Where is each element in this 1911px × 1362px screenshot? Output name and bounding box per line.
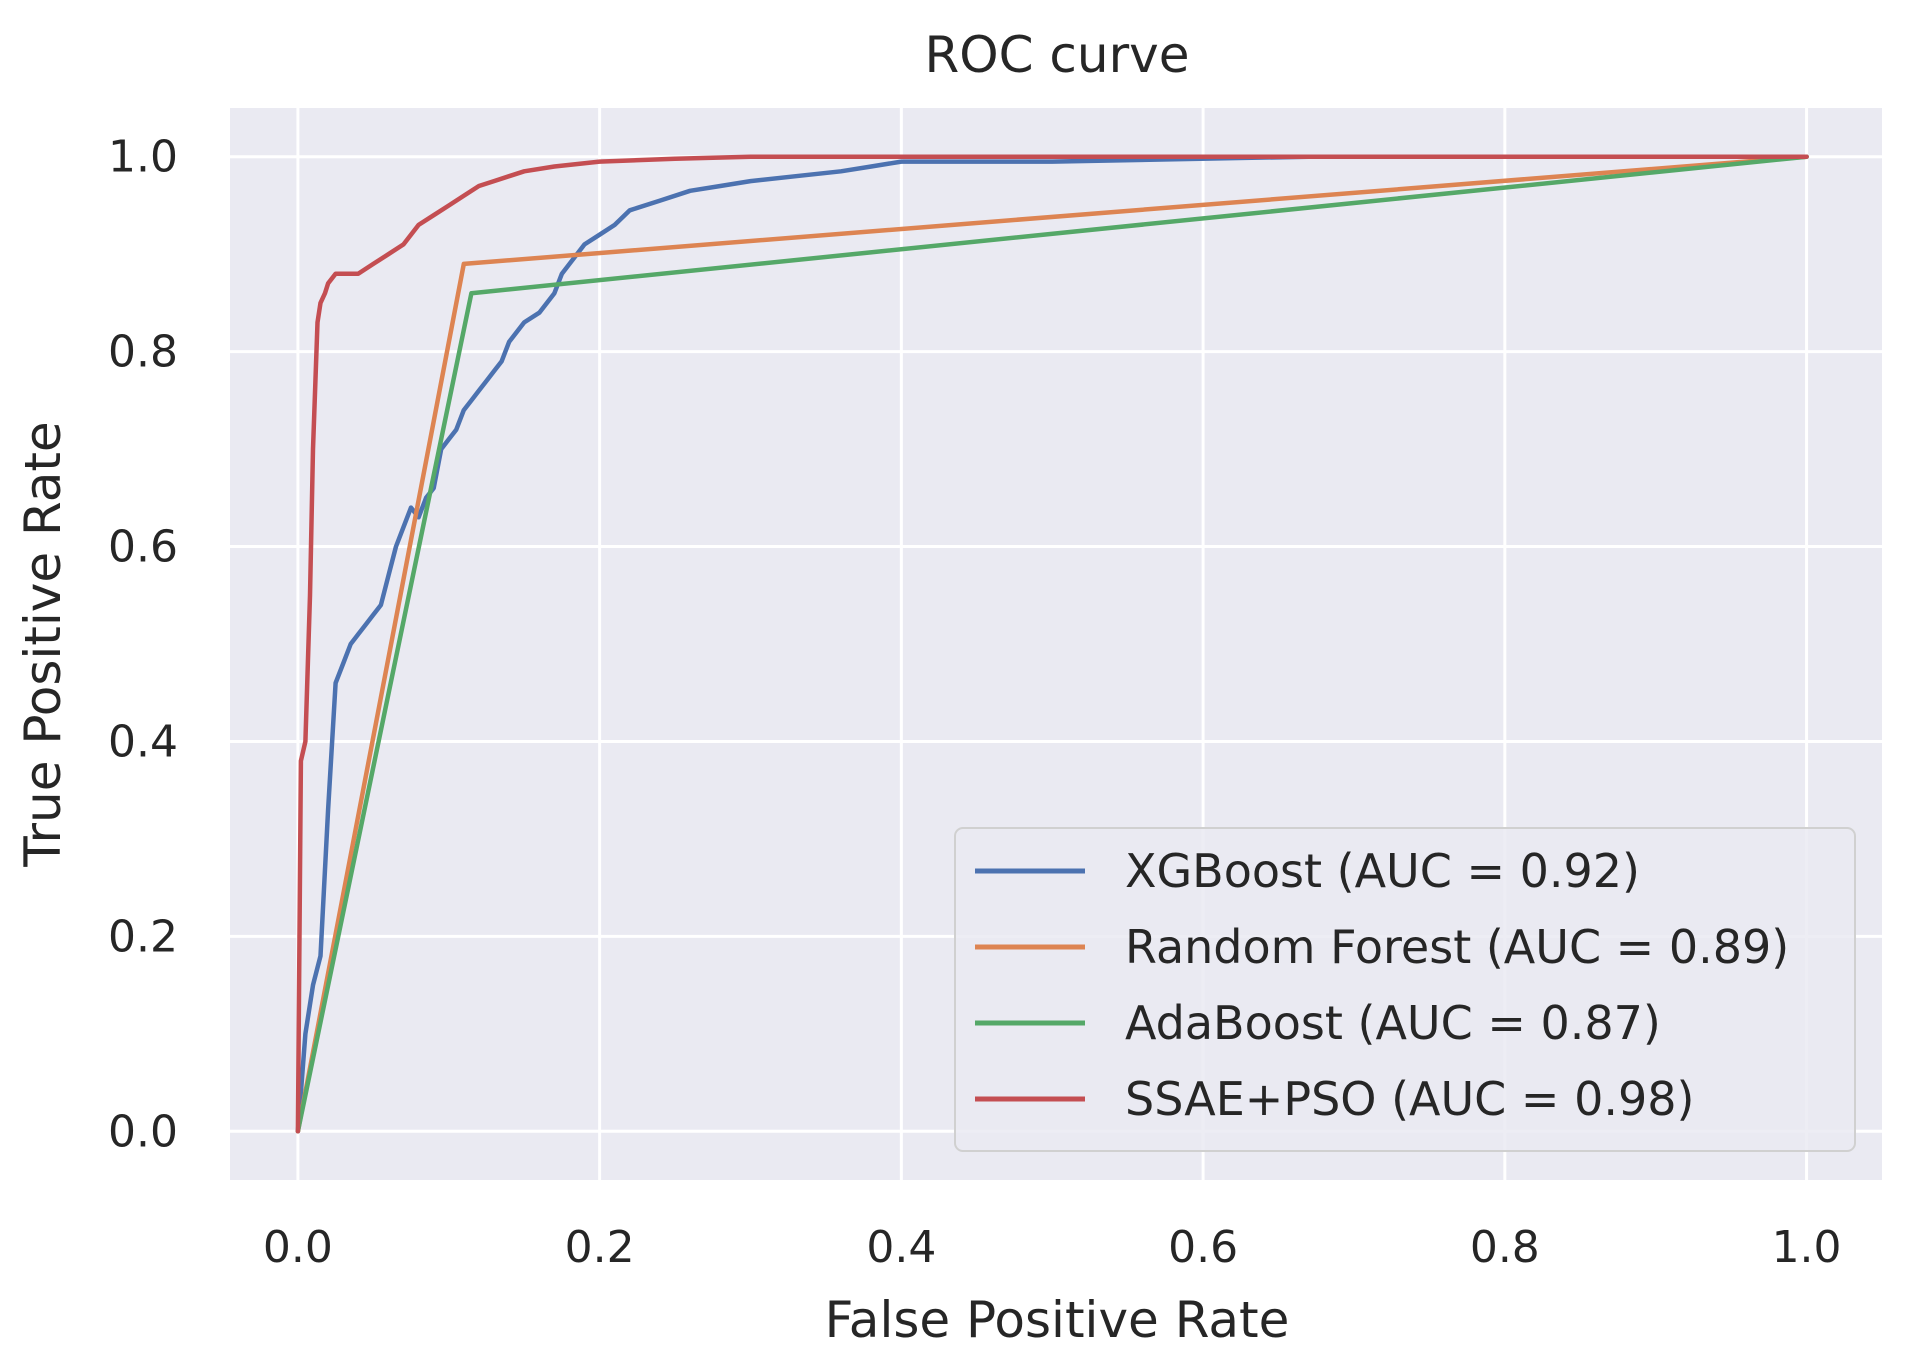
- series-line-adaboost: [295, 154, 1809, 1134]
- y-tick-label: 0.6: [108, 522, 178, 573]
- grid-lines: [230, 108, 1882, 1180]
- y-tick-label: 0.4: [108, 716, 178, 767]
- y-tick-label: 0.0: [108, 1106, 178, 1157]
- y-tick-labels: 0.0 0.2 0.4 0.6 0.8 1.0: [108, 132, 178, 1158]
- x-tick-label: 1.0: [1772, 1222, 1842, 1273]
- x-tick-labels: 0.0 0.2 0.4 0.6 0.8 1.0: [263, 1222, 1842, 1273]
- y-tick-label: 0.2: [108, 911, 178, 962]
- legend: XGBoost (AUC = 0.92) Random Forest (AUC =…: [954, 827, 1856, 1152]
- legend-label-random-forest: Random Forest (AUC = 0.89): [1125, 920, 1789, 974]
- series-lines: [295, 154, 1809, 1134]
- x-axis-label: False Positive Rate: [825, 1291, 1290, 1349]
- legend-label-adaboost: AdaBoost (AUC = 0.87): [1125, 996, 1661, 1050]
- legend-label-ssae-pso: SSAE+PSO (AUC = 0.98): [1125, 1072, 1694, 1126]
- x-tick-label: 0.0: [263, 1222, 333, 1273]
- series-line-random-forest: [295, 154, 1809, 1134]
- series-line-xgboost: [295, 154, 1809, 1134]
- x-tick-label: 0.2: [565, 1222, 635, 1273]
- y-tick-label: 0.8: [108, 327, 178, 378]
- y-axis-label: True Positive Rate: [14, 421, 72, 867]
- legend-label-xgboost: XGBoost (AUC = 0.92): [1125, 844, 1640, 898]
- x-tick-label: 0.4: [866, 1222, 936, 1273]
- series-line-ssae-pso: [295, 154, 1809, 1134]
- chart-title: ROC curve: [925, 26, 1190, 84]
- x-tick-label: 0.6: [1168, 1222, 1238, 1273]
- legend-box: [954, 827, 1856, 1152]
- x-tick-label: 0.8: [1470, 1222, 1540, 1273]
- y-tick-label: 1.0: [108, 132, 178, 183]
